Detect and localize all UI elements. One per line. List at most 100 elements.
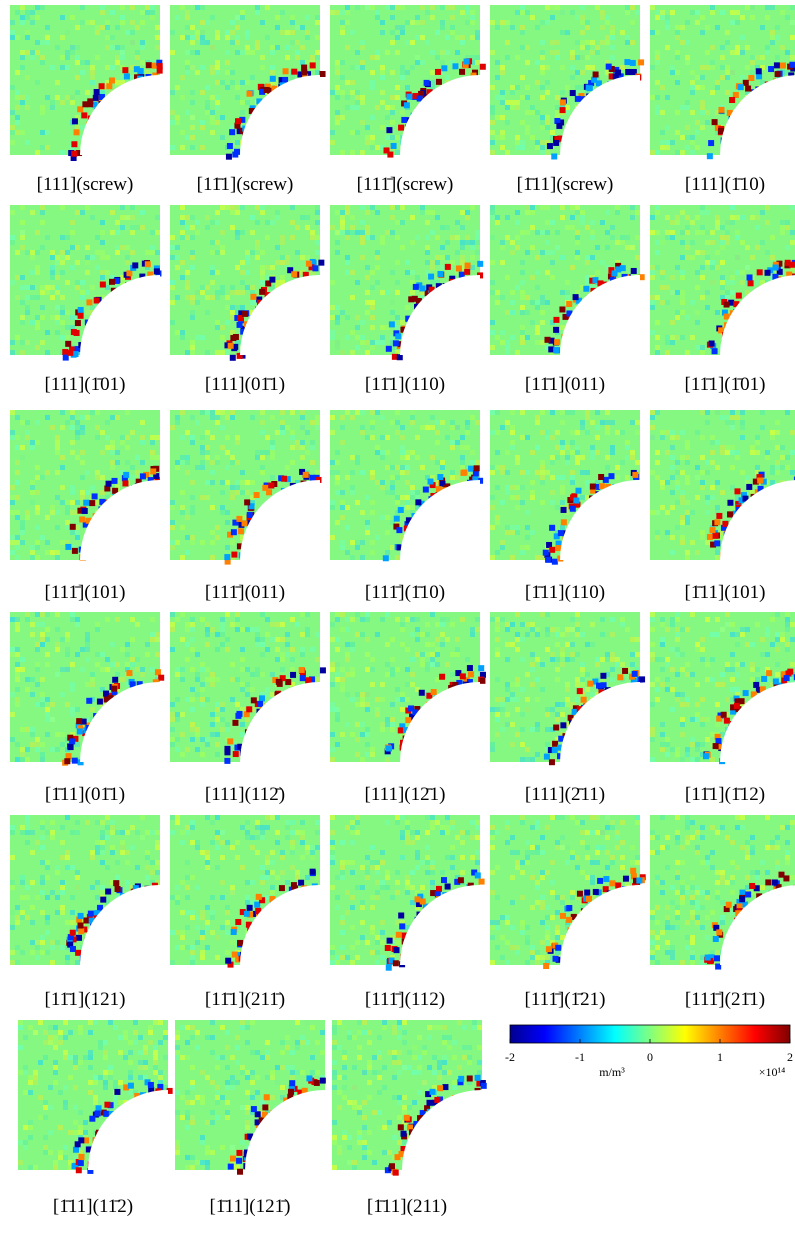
noise-pixel bbox=[545, 240, 550, 245]
noise-pixel bbox=[340, 490, 345, 495]
noise-pixel bbox=[10, 340, 15, 345]
noise-pixel bbox=[695, 145, 700, 150]
noise-pixel bbox=[540, 65, 545, 70]
noise-pixel bbox=[120, 440, 125, 445]
noise-pixel bbox=[410, 20, 415, 25]
noise-pixel bbox=[610, 235, 615, 240]
noise-pixel bbox=[70, 440, 75, 445]
noise-pixel bbox=[335, 340, 340, 345]
edge-pixel bbox=[552, 559, 558, 565]
noise-pixel bbox=[70, 682, 75, 687]
noise-pixel bbox=[180, 215, 185, 220]
noise-pixel bbox=[85, 415, 90, 420]
noise-pixel bbox=[175, 460, 180, 465]
noise-pixel bbox=[600, 420, 605, 425]
noise-pixel bbox=[515, 100, 520, 105]
noise-pixel bbox=[340, 60, 345, 65]
noise-pixel bbox=[215, 525, 220, 530]
noise-pixel bbox=[340, 425, 345, 430]
noise-pixel bbox=[250, 672, 255, 677]
noise-pixel bbox=[240, 15, 245, 20]
noise-pixel bbox=[270, 50, 275, 55]
noise-pixel bbox=[540, 300, 545, 305]
noise-pixel bbox=[40, 55, 45, 60]
noise-pixel bbox=[365, 530, 370, 535]
noise-pixel bbox=[685, 510, 690, 515]
noise-pixel bbox=[705, 65, 710, 70]
noise-pixel bbox=[455, 35, 460, 40]
noise-pixel bbox=[590, 255, 595, 260]
noise-pixel bbox=[315, 415, 320, 420]
noise-pixel bbox=[740, 35, 745, 40]
noise-pixel bbox=[340, 350, 345, 355]
noise-pixel bbox=[555, 475, 560, 480]
noise-pixel bbox=[205, 742, 210, 747]
noise-pixel bbox=[225, 450, 230, 455]
edge-pixel bbox=[556, 123, 562, 129]
noise-pixel bbox=[510, 495, 515, 500]
noise-pixel bbox=[185, 135, 190, 140]
noise-pixel bbox=[340, 150, 345, 155]
noise-pixel bbox=[180, 637, 185, 642]
noise-pixel bbox=[345, 235, 350, 240]
noise-pixel bbox=[75, 60, 80, 65]
noise-pixel bbox=[200, 20, 205, 25]
noise-pixel bbox=[190, 25, 195, 30]
noise-pixel bbox=[685, 55, 690, 60]
noise-pixel bbox=[635, 460, 640, 465]
noise-pixel bbox=[20, 525, 25, 530]
noise-pixel bbox=[430, 5, 435, 10]
noise-pixel bbox=[210, 45, 215, 50]
noise-pixel bbox=[315, 657, 320, 662]
noise-pixel bbox=[455, 235, 460, 240]
noise-pixel bbox=[75, 25, 80, 30]
noise-pixel bbox=[200, 40, 205, 45]
noise-pixel bbox=[300, 45, 305, 50]
noise-pixel bbox=[20, 520, 25, 525]
noise-pixel bbox=[505, 350, 510, 355]
noise-pixel bbox=[620, 235, 625, 240]
noise-pixel bbox=[225, 465, 230, 470]
noise-pixel bbox=[765, 250, 770, 255]
noise-pixel bbox=[770, 255, 775, 260]
noise-pixel bbox=[370, 55, 375, 60]
noise-pixel bbox=[190, 100, 195, 105]
noise-pixel bbox=[650, 510, 655, 515]
noise-pixel bbox=[70, 265, 75, 270]
noise-pixel bbox=[675, 525, 680, 530]
noise-pixel bbox=[155, 652, 160, 657]
noise-pixel bbox=[65, 65, 70, 70]
noise-pixel bbox=[200, 465, 205, 470]
noise-pixel bbox=[765, 5, 770, 10]
noise-pixel bbox=[495, 290, 500, 295]
noise-pixel bbox=[585, 40, 590, 45]
noise-pixel bbox=[365, 5, 370, 10]
noise-pixel bbox=[665, 450, 670, 455]
noise-pixel bbox=[170, 235, 175, 240]
noise-pixel bbox=[375, 265, 380, 270]
noise-pixel bbox=[190, 250, 195, 255]
edge-pixel bbox=[244, 499, 250, 505]
noise-pixel bbox=[185, 60, 190, 65]
noise-pixel bbox=[610, 45, 615, 50]
noise-pixel bbox=[85, 637, 90, 642]
edge-pixel bbox=[566, 301, 572, 307]
noise-pixel bbox=[535, 60, 540, 65]
noise-pixel bbox=[500, 465, 505, 470]
noise-pixel bbox=[200, 667, 205, 672]
edge-pixel bbox=[404, 102, 410, 108]
noise-pixel bbox=[365, 140, 370, 145]
noise-pixel bbox=[30, 622, 35, 627]
noise-pixel bbox=[715, 505, 720, 510]
noise-pixel bbox=[650, 95, 655, 100]
noise-pixel bbox=[490, 465, 495, 470]
noise-pixel bbox=[105, 35, 110, 40]
edge-pixel bbox=[126, 270, 132, 276]
noise-pixel bbox=[745, 475, 750, 480]
noise-pixel bbox=[25, 510, 30, 515]
noise-pixel bbox=[390, 275, 395, 280]
noise-pixel bbox=[25, 612, 30, 617]
edge-pixel bbox=[310, 62, 316, 68]
noise-pixel bbox=[225, 350, 230, 355]
noise-pixel bbox=[280, 430, 285, 435]
